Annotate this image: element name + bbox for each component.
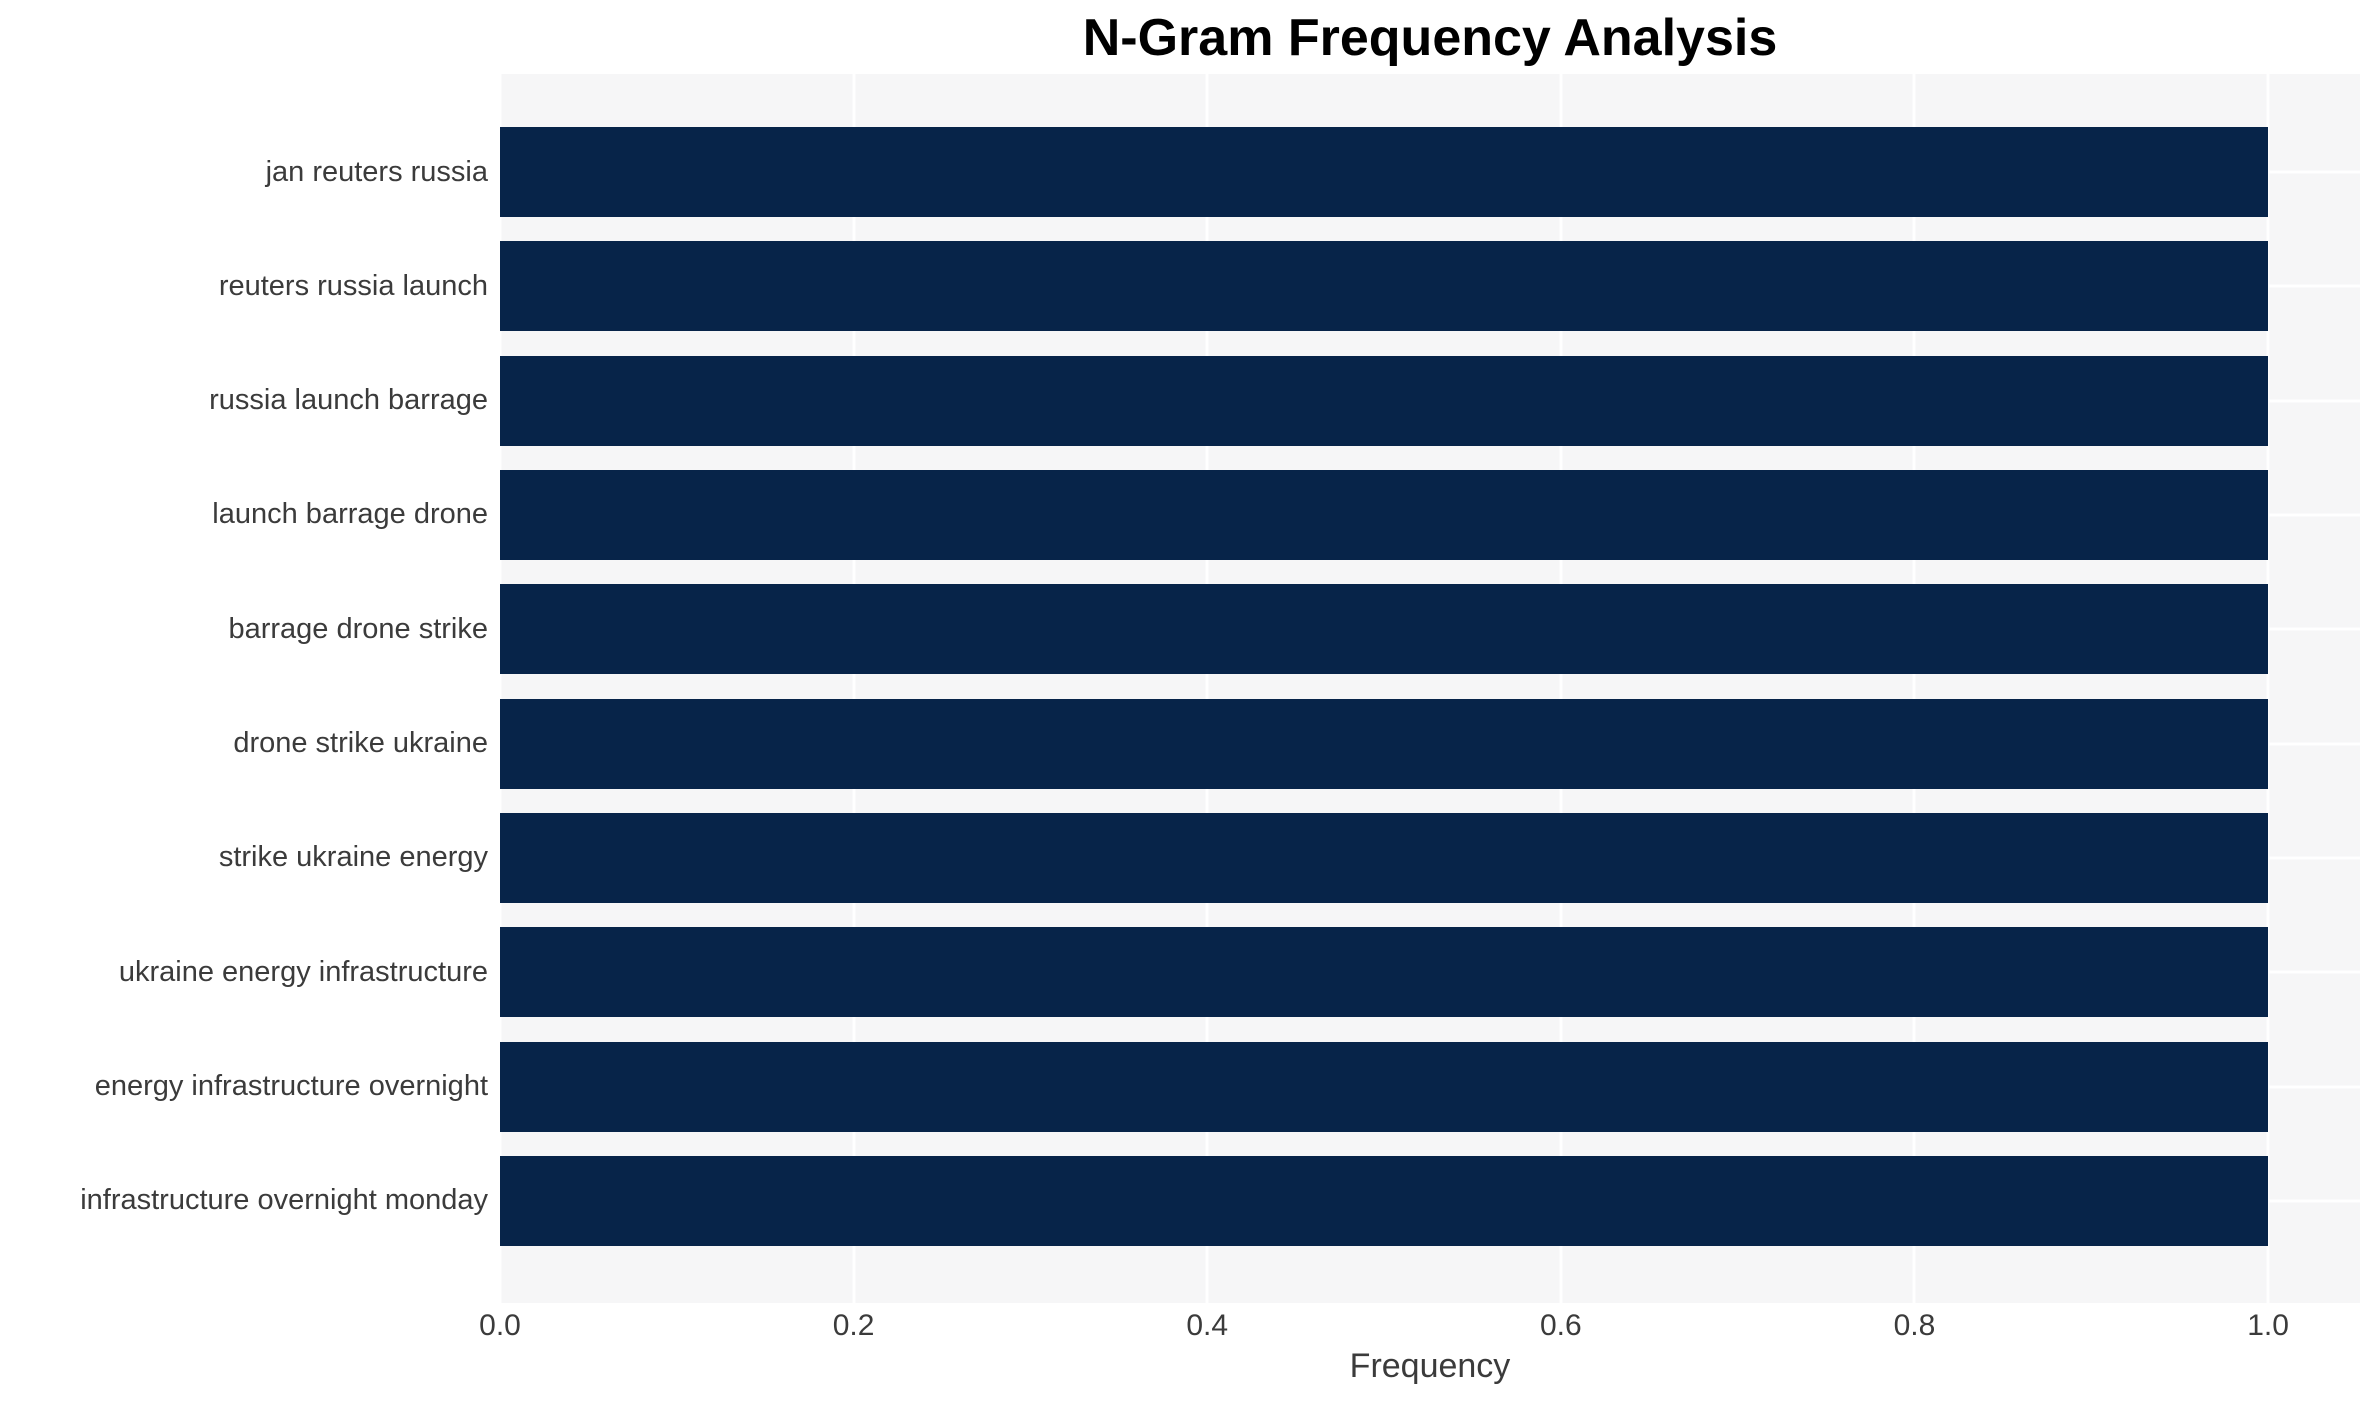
gridline-vertical	[852, 74, 856, 1303]
y-axis-label: russia launch barrage	[209, 384, 488, 417]
bar	[500, 469, 2269, 560]
x-tick-label: 0.6	[1539, 1309, 1582, 1342]
y-axis-labels: jan reuters russia reuters russia launch r…	[0, 74, 488, 1303]
gridline-vertical	[500, 74, 502, 1303]
bar	[500, 584, 2269, 675]
gridline-vertical	[1205, 74, 1209, 1303]
y-axis-label: jan reuters russia	[265, 155, 488, 188]
y-axis-label: launch barrage drone	[212, 498, 488, 531]
x-axis-title: Frequency	[1349, 1347, 1511, 1385]
gridline-vertical	[1912, 74, 1916, 1303]
y-axis-label: energy infrastructure overnight	[94, 1070, 488, 1103]
bar	[500, 1041, 2269, 1132]
x-tick-label: 0.4	[1186, 1309, 1229, 1342]
x-tick-label: 1.0	[2247, 1309, 2289, 1342]
gridline-vertical	[2266, 74, 2270, 1303]
x-tick-label: 0.0	[479, 1309, 521, 1342]
gridline-vertical	[1559, 74, 1563, 1303]
bar	[500, 812, 2269, 903]
x-tick-label: 0.8	[1893, 1309, 1936, 1342]
bar	[500, 927, 2269, 1018]
plot-area	[500, 74, 2360, 1303]
y-axis-label: drone strike ukraine	[233, 727, 488, 760]
bar	[500, 241, 2269, 332]
y-axis-label: reuters russia launch	[218, 269, 488, 302]
y-axis-label: ukraine energy infrastructure	[118, 955, 488, 988]
bar	[500, 355, 2269, 446]
bar	[500, 1155, 2269, 1246]
y-axis-label: infrastructure overnight monday	[80, 1184, 488, 1217]
bar	[500, 698, 2269, 789]
x-tick-label: 0.2	[832, 1309, 875, 1342]
y-axis-label: barrage drone strike	[228, 612, 488, 645]
x-axis-ticks: 0.0 0.2 0.4 0.6 0.8 1.0	[479, 1309, 2360, 1345]
y-axis-label: strike ukraine energy	[218, 841, 488, 874]
chart-title: N-Gram Frequency Analysis	[1082, 9, 1778, 67]
bar	[500, 127, 2269, 217]
